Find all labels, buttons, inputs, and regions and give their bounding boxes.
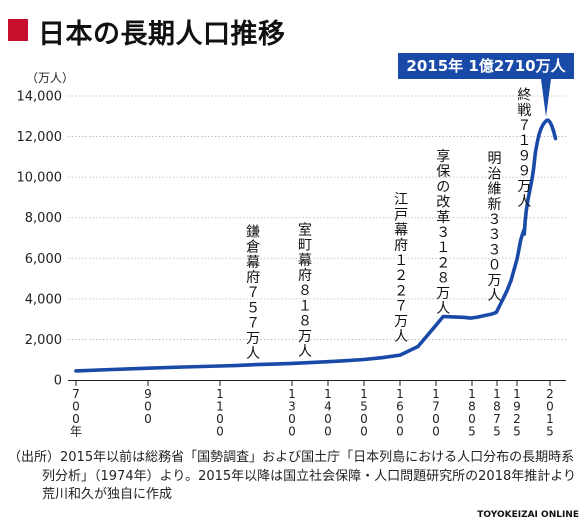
title-marker bbox=[8, 19, 28, 41]
era-annotation: 明治維新３３３０万人 bbox=[488, 151, 502, 304]
y-tick-labels: 0 2,000 4,000 6,000 8,000 10,000 12,000 14,000 bbox=[17, 90, 63, 389]
era-annotation: 江戸幕府１２２７万人 bbox=[394, 192, 408, 345]
era-annotation: 終戦７１９９万人 bbox=[517, 88, 531, 210]
y-gridlines bbox=[68, 95, 566, 340]
callout-2015: 2015年 1億2710万人 bbox=[398, 53, 574, 79]
y-tick-label: 12,000 bbox=[17, 130, 63, 145]
y-tick-label: 6,000 bbox=[25, 252, 62, 267]
y-axis-unit: （万人） bbox=[26, 71, 74, 85]
callout-pointer bbox=[541, 79, 551, 117]
era-annotation: 室町幕府８１８万人 bbox=[298, 221, 312, 360]
y-tick-label: 0 bbox=[54, 374, 62, 389]
source-note: （出所）2015年以前は総務省「国勢調査」および国土庁「日本列島における人口分布… bbox=[8, 449, 580, 505]
source-text: （出所）2015年以前は総務省「国勢調査」および国土庁「日本列島における人口分布… bbox=[8, 450, 576, 502]
y-tick-label: 2,000 bbox=[25, 333, 62, 348]
era-annotation: 享保の改革３１２８万人 bbox=[436, 148, 450, 317]
y-tick-label: 4,000 bbox=[25, 292, 62, 307]
page-title: 日本の長期人口推移 bbox=[38, 19, 286, 50]
y-tick-label: 10,000 bbox=[17, 171, 63, 186]
publisher-credit: TOYOKEIZAI ONLINE bbox=[477, 510, 579, 520]
y-tick-label: 14,000 bbox=[17, 90, 63, 105]
era-annotation: 鎌倉幕府７５７万人 bbox=[246, 224, 260, 362]
era-annotations: 鎌倉幕府７５７万人 室町幕府８１８万人 江戸幕府１２２７万人 享保の改革３１２８万人 明… bbox=[246, 88, 531, 362]
population-series-line bbox=[74, 118, 558, 373]
x-ticks: 7 0 0 年 9 0 0 1 1 0 0 1 3 0 0 1 4 0 0 1 5 0 0 1 6 0 0 1 7 0 0 1 8 0 5 1 8 7 5 1… bbox=[70, 380, 554, 439]
y-tick-label: 8,000 bbox=[25, 211, 62, 226]
